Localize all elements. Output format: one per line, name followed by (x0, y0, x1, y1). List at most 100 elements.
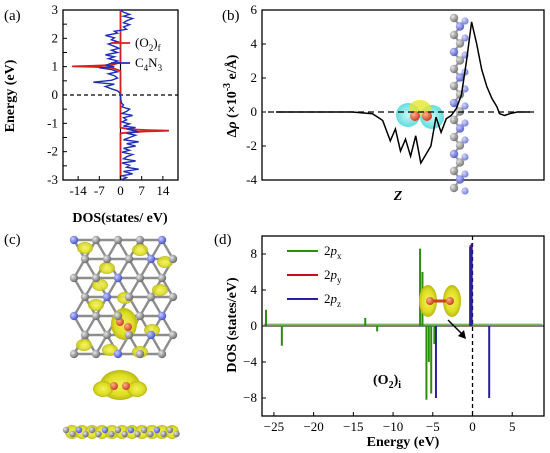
panel-b-xlabel: Z (393, 189, 403, 204)
sheet-c-atom (455, 39, 465, 48)
lattice-n-atom (113, 349, 123, 359)
lattice-c-atom (168, 254, 178, 264)
lattice-c-atom (124, 254, 134, 264)
panel-d-ytick-label: 0 (251, 318, 258, 333)
panel-a-ytick-label: 2 (52, 30, 59, 45)
panel-a-ytick-label: 3 (52, 2, 59, 17)
sheet-c-atom (449, 64, 459, 74)
panel-b-c4n3-sheet-illustration (449, 13, 469, 195)
lattice-c-atom (135, 273, 145, 283)
charge-cloud (132, 244, 148, 256)
sheet-c-atom (449, 183, 459, 193)
side-atom (69, 430, 76, 438)
panel-a-xtick-label: 0 (117, 183, 124, 198)
side-atom (75, 426, 83, 434)
lattice-c-atom (80, 330, 90, 340)
lattice-n-atom (69, 311, 79, 321)
panel-b-frame (261, 9, 545, 181)
sheet-n-atom (449, 149, 459, 159)
sheet-c-atom (455, 141, 465, 150)
panel-a-xtick-label: -14 (69, 183, 87, 198)
charge-cloud (77, 242, 93, 254)
legend-main: (O (135, 35, 149, 50)
sheet-n-atom (449, 98, 459, 108)
lattice-c-atom (91, 311, 101, 321)
panel-a-ytick-label: -1 (47, 115, 58, 130)
panel-a-xtick-label: 14 (156, 183, 170, 198)
svg-text:Δρ (×10-3 e/Å): Δρ (×10-3 e/Å) (222, 54, 240, 137)
lattice-c-atom (146, 292, 156, 302)
legend-sub: x (337, 251, 342, 261)
lattice-c-atom (113, 311, 123, 321)
sheet-n-atom (455, 73, 465, 82)
panel-b-o2-illustration (396, 100, 444, 129)
side-atom (101, 426, 109, 434)
panel-c-top-view (69, 235, 178, 359)
legend-main: C (135, 55, 144, 70)
panel-a-xtick-label: 7 (138, 183, 145, 198)
ylabel-suffix: e/Å) (224, 54, 240, 83)
side-atom (114, 426, 122, 434)
side-atom (160, 430, 167, 438)
lattice-c-atom (80, 254, 90, 264)
panel-b-charge-density-line (276, 21, 530, 166)
ylabel-mid: (×10 (225, 91, 240, 121)
panel-b-ytick-label: 0 (251, 104, 258, 119)
lattice-c-atom (80, 292, 90, 302)
sheet-n-atom (455, 124, 465, 133)
subtitle-sub2: i (398, 380, 401, 391)
panel-b-charge-difference: -4 -2 0 2 4 6 Δρ (×10-3 e/Å) Z (222, 2, 545, 204)
side-atom (140, 426, 148, 434)
legend-p: p (330, 267, 338, 282)
lattice-c-atom (157, 273, 167, 283)
sheet-n-atom (461, 136, 469, 144)
panel-c-label: (c) (4, 232, 21, 248)
panel-d-xtick-label: −25 (264, 419, 284, 434)
sheet-c-atom (449, 81, 459, 91)
lattice-n-atom (157, 311, 167, 321)
panel-a-xtick-label: -7 (94, 183, 105, 198)
legend-tail: N (148, 55, 158, 70)
sheet-c-atom (449, 30, 459, 40)
panel-d-ytick-label: −4 (243, 354, 257, 369)
charge-cloud (88, 299, 104, 311)
panel-a-ylabel: Energy (eV) (3, 59, 18, 132)
panel-d-o2-orbital-inset (419, 285, 466, 339)
panel-a-ytick-label: 0 (52, 87, 59, 102)
lattice-c-atom (69, 349, 79, 359)
panel-a-xlabel: DOS(states/ eV) (72, 211, 168, 226)
panel-c-side-view (62, 425, 180, 439)
side-atom (82, 430, 89, 438)
sheet-c-atom (449, 115, 459, 125)
panel-c-structure-illustration (62, 235, 180, 439)
panel-a-legend-entry: (O2)f (135, 35, 161, 53)
panel-d-ylabel-text: DOS (states/eV) (225, 277, 240, 373)
sheet-n-atom (461, 170, 469, 178)
legend-sub: z (337, 299, 341, 309)
panel-d-legend-entry: 2py (324, 267, 342, 285)
charge-cloud (76, 339, 92, 351)
lattice-c-atom (102, 330, 112, 340)
panel-d-xtick-label: 0 (469, 419, 476, 434)
panel-b-ytick-label: -2 (246, 138, 257, 153)
charge-cloud (99, 262, 115, 274)
subtitle-main: (O (373, 373, 389, 388)
charge-cloud (152, 284, 168, 296)
side-atom (147, 430, 154, 438)
side-atom (166, 426, 174, 434)
panel-d-label: (d) (214, 232, 232, 248)
side-atom (134, 430, 141, 438)
panel-a-ytick-label: -2 (47, 144, 58, 159)
panel-d-xtick-label: −5 (426, 419, 440, 434)
legend-tail: ) (153, 35, 157, 50)
panel-d-xtick-label: 5 (509, 419, 516, 434)
sheet-n-atom (455, 175, 465, 184)
panel-d-xtick-label: −20 (303, 419, 323, 434)
panel-d-ytick-label: 4 (251, 282, 258, 297)
legend-sub: y (337, 275, 342, 285)
sheet-n-atom (461, 17, 469, 25)
lattice-c-atom (91, 349, 101, 359)
side-atom (95, 430, 102, 438)
lattice-c-atom (135, 235, 145, 245)
